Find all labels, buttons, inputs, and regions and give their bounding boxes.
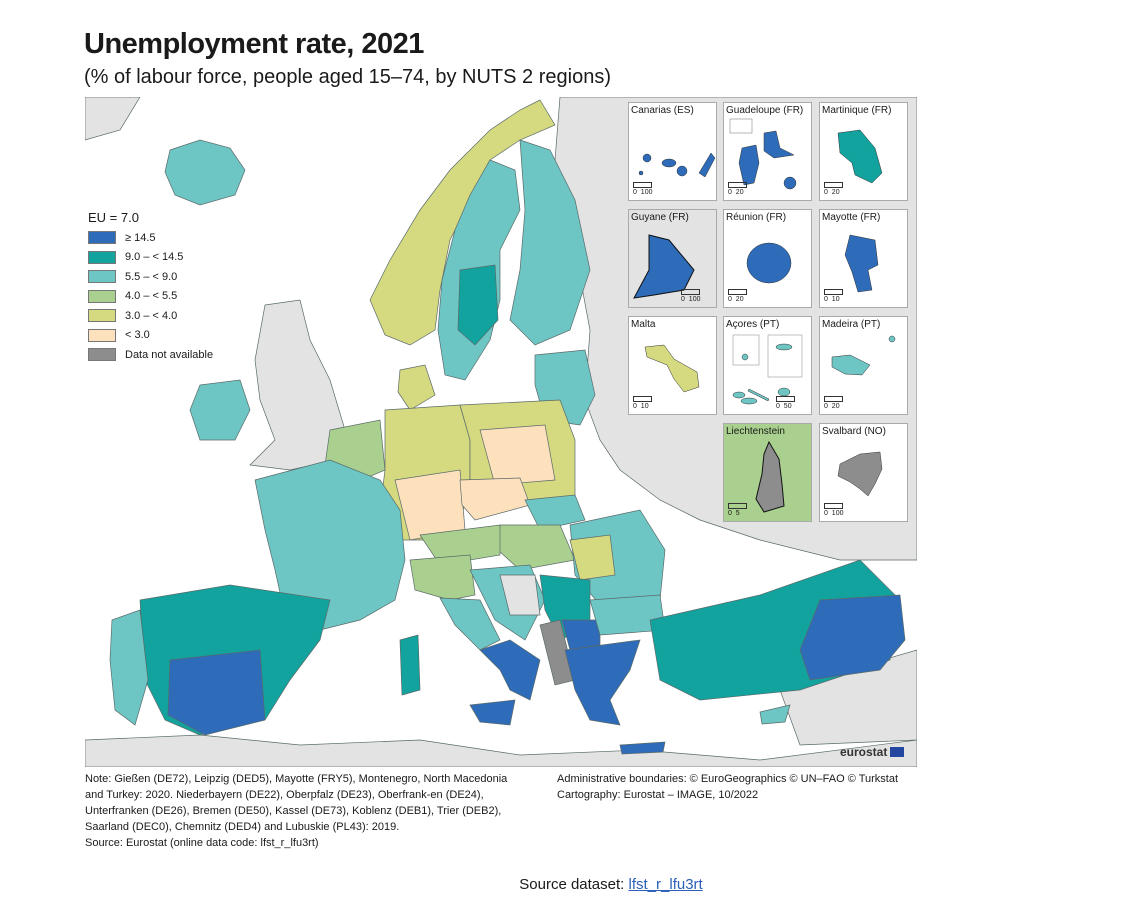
legend-item: 3.0 – < 4.0 [88,306,213,326]
region-denmark [397,364,436,411]
region-austria [419,524,501,566]
legend-item: Data not available [88,345,213,365]
source-dataset-link[interactable]: lfst_r_lfu3rt [628,876,703,893]
land-africa [85,734,917,767]
legend-item: 9.0 – < 14.5 [88,248,213,268]
inset-label: Réunion (FR) [726,212,787,223]
choropleth-map: Canarias (ES) 0 100 Guadeloupe (FR) 0 20… [85,97,917,767]
source-note: Source: Eurostat (online data code: lfst… [85,837,319,849]
scale-bar: 0 20 [728,182,747,196]
legend-item: ≥ 14.5 [88,228,213,248]
inset-mayotte: Mayotte (FR) 0 10 [819,209,908,308]
region-greece [564,639,641,726]
region-poland-central [479,424,556,486]
region-ireland [189,379,251,441]
inset-label: Canarias (ES) [631,105,694,116]
scale-bar: 0 20 [824,396,843,410]
map-title: Unemployment rate, 2021 [84,28,424,60]
inset-reunion: Réunion (FR) 0 20 [723,209,812,308]
map-legend: EU = 7.0 ≥ 14.5 9.0 – < 14.5 5.5 – < 9.0… [88,210,213,365]
legend-swatch [88,328,116,342]
map-notes: Note: Gießen (DE72), Leipzig (DED5), May… [85,771,515,851]
scale-bar: 0 20 [824,182,843,196]
map-subtitle: (% of labour force, people aged 15–74, b… [84,66,611,88]
map-credits: Administrative boundaries: © EuroGeograp… [557,771,898,803]
cartography-credit: Cartography: Eurostat – IMAGE, 10/2022 [557,789,759,801]
scale-bar: 0 20 [728,289,747,303]
note-text: Note: Gießen (DE72), Leipzig (DED5), May… [85,773,508,833]
scale-bar: 0 100 [824,503,843,517]
eurostat-logo: eurostat [840,745,905,759]
inset-guadeloupe: Guadeloupe (FR) 0 20 [723,102,812,201]
legend-swatch [88,250,116,264]
region-italy-north [409,554,476,601]
scale-bar: 0 100 [681,289,700,303]
inset-guyane: Guyane (FR) 0 100 [628,209,717,308]
source-dataset-label: Source dataset: [519,876,625,893]
inset-madeira: Madeira (PT) 0 20 [819,316,908,415]
inset-label: Açores (PT) [726,319,780,330]
scale-bar: 0 10 [633,396,652,410]
inset-martinique: Martinique (FR) 0 20 [819,102,908,201]
region-france [254,459,406,631]
inset-malta: Malta 0 10 [628,316,717,415]
legend-swatch [88,309,116,323]
legend-item: 5.5 – < 9.0 [88,267,213,287]
inset-canarias: Canarias (ES) 0 100 [628,102,717,201]
legend-swatch [88,270,116,284]
inset-label: Mayotte (FR) [822,212,881,223]
region-sweden-east [457,264,499,346]
legend-swatch [88,289,116,303]
region-iceland [164,139,246,206]
inset-label: Madeira (PT) [822,319,881,330]
legend-item: < 3.0 [88,326,213,346]
inset-liechtenstein: Liechtenstein 0 5 [723,423,812,522]
region-slovakia [524,494,586,531]
region-sicily [469,699,516,726]
inset-label: Martinique (FR) [822,105,892,116]
scale-bar: 0 50 [776,396,795,410]
inset-label: Guadeloupe (FR) [726,105,804,116]
eu-flag-icon [890,747,905,757]
inset-label: Liechtenstein [726,426,785,437]
region-north-macedonia [561,619,601,651]
inset-label: Guyane (FR) [631,212,689,223]
region-sardinia [399,634,421,696]
legend-header: EU = 7.0 [88,210,139,225]
region-portugal [109,609,149,726]
legend-swatch [88,348,116,362]
inset-label: Malta [631,319,656,330]
boundaries-credit: Administrative boundaries: © EuroGeograp… [557,773,899,785]
region-romania-center [569,534,616,581]
region-bosnia [499,574,541,616]
region-czechia [459,477,531,521]
scale-bar: 0 10 [824,289,843,303]
land-greenland [85,97,141,141]
region-norway [369,99,556,346]
region-italy-central [439,597,501,651]
source-dataset: Source dataset: lfst_r_lfu3rt [0,876,1137,893]
legend-swatch [88,231,116,245]
region-turkey-east [799,594,906,681]
scale-bar: 0 5 [728,503,747,517]
inset-svalbard: Svalbard (NO) 0 100 [819,423,908,522]
region-crete [619,741,666,755]
region-hungary [497,524,576,571]
inset-label: Svalbard (NO) [822,426,886,437]
scale-bar: 0 100 [633,182,652,196]
inset-acores: Açores (PT) 0 50 [723,316,812,415]
region-italy-south [479,639,541,701]
region-spain-south [167,649,266,736]
legend-item: 4.0 – < 5.5 [88,287,213,307]
region-cyprus [759,704,791,725]
europe-map [85,97,917,767]
region-finland [509,139,591,346]
